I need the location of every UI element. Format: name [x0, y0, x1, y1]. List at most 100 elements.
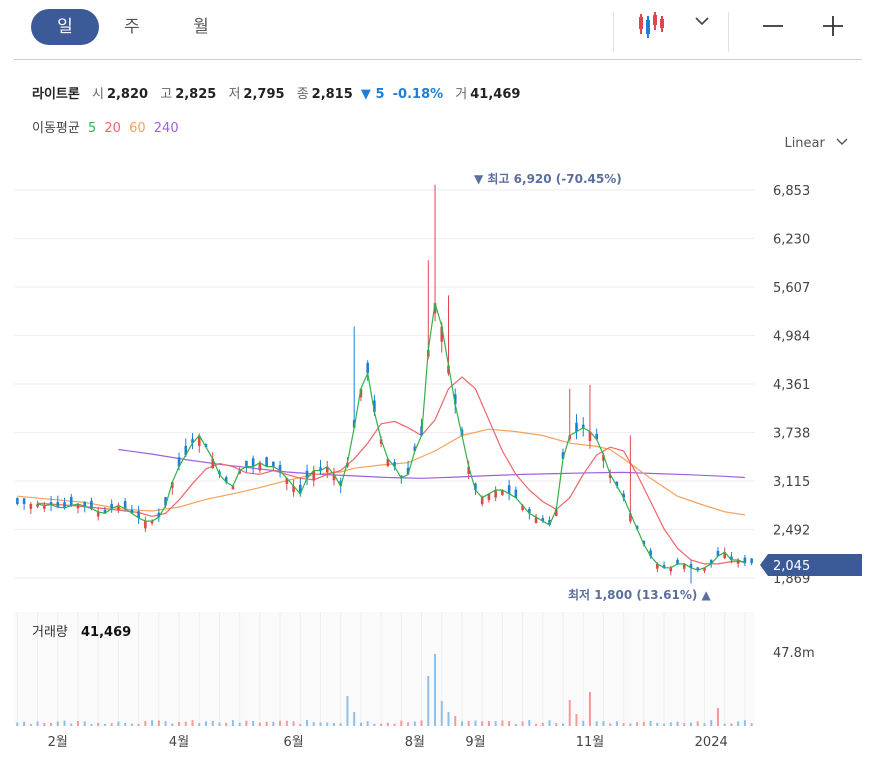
moving-average-legend: 이동평균 5 20 60 240 — [32, 117, 183, 136]
ma5-legend[interactable]: 5 — [87, 121, 97, 136]
candle-body — [332, 474, 336, 481]
open-value: 2,820 — [106, 87, 149, 102]
max-annotation: ▼ 최고 6,920 (-70.45%) — [474, 171, 622, 186]
candle-body — [608, 474, 612, 478]
volume-bar — [97, 722, 100, 726]
tab-monthly[interactable]: 월 — [193, 17, 209, 37]
volume-bar — [43, 723, 46, 726]
volume-bar — [83, 721, 86, 726]
volume-bar — [676, 721, 679, 726]
y-tick-label: 6,230 — [773, 233, 810, 248]
volume-bar — [373, 723, 376, 726]
volume-bar — [130, 723, 133, 726]
candle-body — [352, 420, 356, 428]
candle-body — [150, 521, 154, 524]
scale-dropdown[interactable]: Linear — [784, 136, 849, 151]
candlestick-type-button[interactable] — [636, 10, 670, 46]
volume-bar — [191, 720, 194, 726]
candle-body — [501, 489, 504, 495]
volume-bar — [663, 723, 666, 726]
candle-body — [96, 511, 100, 517]
volume-bar — [622, 723, 625, 726]
volume-bar — [299, 723, 302, 726]
y-tick-label: 4,984 — [773, 330, 810, 345]
candle-body — [595, 433, 598, 440]
volume-bar — [454, 716, 457, 726]
candle-body — [177, 457, 181, 467]
candle-body — [736, 560, 740, 564]
candle-body — [305, 470, 309, 479]
candle-body — [245, 460, 248, 467]
volume-bar — [514, 723, 517, 726]
candle-body — [467, 466, 471, 474]
volume-bar — [359, 722, 362, 726]
tab-weekly[interactable]: 주 — [124, 17, 140, 37]
volume-bar — [90, 723, 93, 726]
zoom-in-button[interactable] — [820, 13, 846, 43]
candle-body — [723, 552, 726, 559]
candle-body — [123, 501, 127, 509]
close-label: 종 — [296, 87, 309, 102]
divider — [613, 12, 614, 52]
volume-panel — [14, 612, 755, 726]
volume-bar — [306, 720, 309, 726]
chart-type-dropdown[interactable] — [693, 12, 711, 34]
ma20-legend[interactable]: 20 — [104, 121, 121, 136]
x-tick-label: 4월 — [169, 735, 189, 750]
ma60-legend[interactable]: 60 — [129, 121, 146, 136]
volume-bar — [50, 723, 53, 726]
candle-body — [204, 444, 208, 448]
candle-body — [258, 462, 262, 471]
zoom-out-button[interactable] — [760, 13, 786, 43]
candle-body — [750, 558, 753, 564]
candle-body — [487, 493, 491, 501]
volume-bar — [407, 722, 410, 726]
tab-daily[interactable]: 일 — [31, 9, 99, 45]
volume-bar — [279, 720, 282, 726]
volume-bar — [117, 721, 120, 726]
volume-bar — [575, 714, 578, 726]
volume-bar — [696, 721, 699, 726]
volume-bar — [258, 722, 261, 726]
candle-body — [319, 467, 322, 471]
volume-bar — [70, 723, 73, 726]
candle-body — [83, 501, 87, 507]
volume-bar — [548, 720, 551, 726]
volume-bar — [56, 721, 59, 726]
candle-body — [440, 326, 444, 342]
candle-body — [629, 513, 632, 522]
candle-body — [366, 362, 369, 374]
candle-body — [662, 565, 666, 568]
volume-bar — [157, 720, 160, 726]
time-axis: 2월 4월 6월 8월 9월 11월 2024 — [48, 735, 728, 750]
toolbar-divider — [14, 59, 862, 60]
candle-body — [480, 497, 484, 505]
volume-bar — [346, 696, 349, 726]
volume-bar — [683, 723, 686, 726]
candle-body — [541, 518, 545, 522]
candle-body — [164, 497, 167, 506]
volume-bar — [636, 722, 639, 726]
candle-body — [379, 439, 383, 444]
close-value: 2,815 — [311, 87, 353, 102]
candle-body — [224, 477, 228, 483]
volume-bar — [528, 720, 531, 726]
volume-bar — [124, 722, 127, 726]
volume-bar — [319, 722, 322, 726]
volume-bar — [218, 722, 221, 726]
volume-bar — [285, 720, 288, 726]
change-value: ▼ 5 — [360, 87, 385, 102]
volume-bar — [36, 721, 39, 726]
candle-body — [325, 466, 329, 473]
candle-body — [453, 394, 457, 405]
y-tick-label: 6,853 — [773, 184, 810, 199]
volume-bar — [29, 723, 32, 726]
plus-icon — [823, 16, 843, 36]
volume-bar — [204, 721, 207, 726]
volume-bar — [508, 721, 511, 726]
ma240-legend[interactable]: 240 — [153, 121, 179, 136]
candle-body — [743, 557, 747, 564]
candle-body — [689, 564, 693, 568]
stock-name: 라이트론 — [32, 87, 80, 102]
